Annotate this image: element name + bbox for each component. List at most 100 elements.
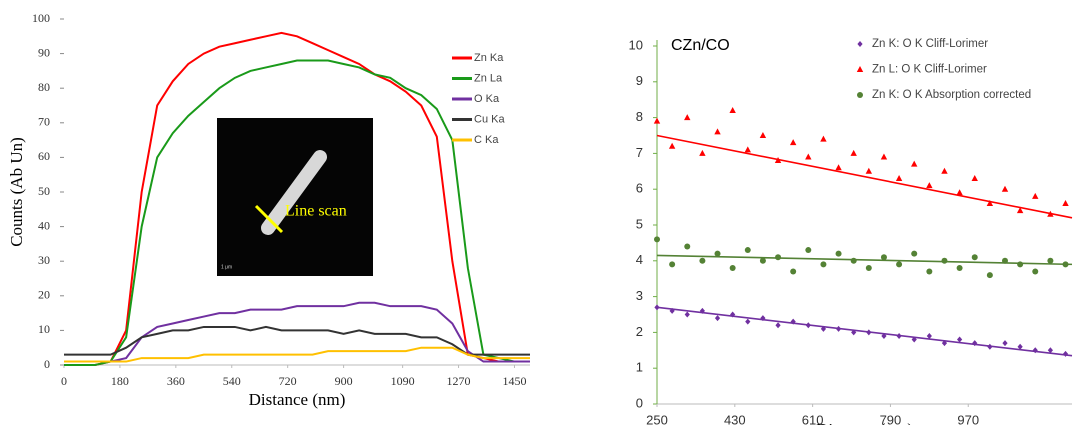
data-point: [714, 315, 721, 322]
y-tick-label: 30: [38, 253, 50, 267]
legend-label: Zn K: O K Absorption corrected: [872, 89, 1031, 101]
x-axis-label: Distance (nm): [249, 390, 346, 409]
x-tick-label: 900: [335, 374, 353, 388]
y-axis-label: Counts (Ab Un): [7, 137, 26, 247]
y-tick-label: 4: [636, 252, 643, 267]
y-tick-label: 100: [32, 11, 50, 25]
data-point: [699, 307, 705, 314]
data-point: [880, 254, 887, 261]
data-point: [1032, 192, 1039, 199]
data-point: [744, 247, 751, 254]
data-point: [926, 332, 932, 339]
y-tick-label: 70: [38, 115, 50, 129]
y-tick-label: 9: [636, 73, 643, 88]
data-point: [911, 336, 917, 343]
y-tick-label: 1: [636, 360, 643, 375]
x-tick-label: 970: [957, 412, 979, 425]
legend-marker: [857, 92, 863, 98]
data-point: [668, 142, 676, 149]
legend-label: Zn L: O K Cliff-Lorimer: [872, 64, 987, 76]
y-tick-label: 5: [636, 216, 643, 231]
data-point: [744, 146, 751, 153]
data-point: [865, 167, 873, 174]
y-tick-label: 50: [38, 184, 50, 198]
data-point: [775, 322, 781, 329]
scan-line: [254, 204, 284, 234]
data-point: [1047, 257, 1054, 264]
data-point: [895, 174, 903, 181]
data-point: [684, 243, 691, 250]
y-tick-label: 90: [38, 45, 50, 59]
legend-label: Zn K: O K Cliff-Lorimer: [872, 38, 988, 50]
data-point: [729, 106, 736, 113]
data-point: [714, 250, 721, 257]
data-point: [850, 257, 857, 264]
x-tick-label: 180: [111, 374, 129, 388]
legend-label: C Ka: [474, 134, 499, 146]
data-point: [653, 117, 661, 124]
trend-line: [656, 306, 1073, 357]
y-tick-label: 6: [636, 181, 643, 196]
data-point: [1016, 207, 1024, 214]
x-tick-label: 1090: [391, 374, 415, 388]
data-point: [986, 272, 993, 279]
data-point: [1001, 185, 1009, 192]
data-point: [760, 315, 766, 322]
data-point: [865, 264, 872, 271]
data-point: [759, 132, 767, 138]
legend-label: O Ka: [474, 93, 500, 105]
data-point: [774, 157, 782, 164]
trend-line: [656, 254, 1073, 266]
data-point: [1032, 268, 1039, 275]
data-point: [730, 311, 736, 318]
legend-label: Cu Ka: [474, 113, 505, 125]
data-point: [789, 139, 797, 146]
data-point: [956, 264, 963, 271]
x-tick-label: 1270: [447, 374, 471, 388]
data-point: [971, 174, 978, 181]
data-point: [835, 250, 842, 257]
data-point: [654, 236, 660, 243]
data-point: [957, 336, 963, 343]
data-point: [775, 254, 782, 261]
legend-label: Zn La: [474, 72, 503, 84]
data-point: [1001, 257, 1008, 264]
y-tick-label: 40: [38, 218, 50, 232]
y-tick-label: 10: [629, 37, 643, 52]
scatter-chart: 0 1 2 3 4 5 6 7 8 9 10 250 430 610 790 970 Distance (nm)…: [629, 37, 1073, 425]
y-tick-label: 2: [636, 324, 643, 339]
y-axis-label: CZn/CO: [671, 37, 730, 54]
y-tick-label: 0: [636, 395, 643, 410]
data-point: [790, 268, 797, 275]
y-tick-label: 20: [38, 288, 50, 302]
data-point: [941, 340, 948, 347]
data-point: [805, 322, 811, 329]
data-point: [714, 128, 721, 135]
data-point: [971, 254, 978, 261]
data-point: [820, 261, 827, 268]
data-point: [835, 325, 842, 332]
y-tick-label: 7: [636, 145, 643, 160]
data-line: [64, 346, 530, 363]
x-tick-label: 250: [646, 412, 668, 425]
data-point: [911, 160, 918, 167]
data-point: [790, 318, 796, 325]
y-tick-label: 10: [38, 322, 50, 336]
x-tick-label: 0: [61, 374, 67, 388]
data-point: [1017, 261, 1024, 268]
data-point: [745, 318, 751, 325]
data-point: [729, 264, 736, 271]
trend-line: [656, 134, 1073, 219]
data-point: [850, 149, 857, 156]
data-point: [820, 325, 827, 332]
data-point: [684, 114, 691, 121]
nanorod: [261, 150, 327, 235]
data-point: [972, 340, 978, 347]
data-point: [699, 257, 706, 264]
data-point: [941, 167, 948, 174]
data-point: [835, 164, 842, 171]
legend-marker: [857, 41, 863, 47]
data-point: [1032, 347, 1038, 354]
data-point: [926, 268, 933, 275]
data-point: [654, 304, 660, 311]
